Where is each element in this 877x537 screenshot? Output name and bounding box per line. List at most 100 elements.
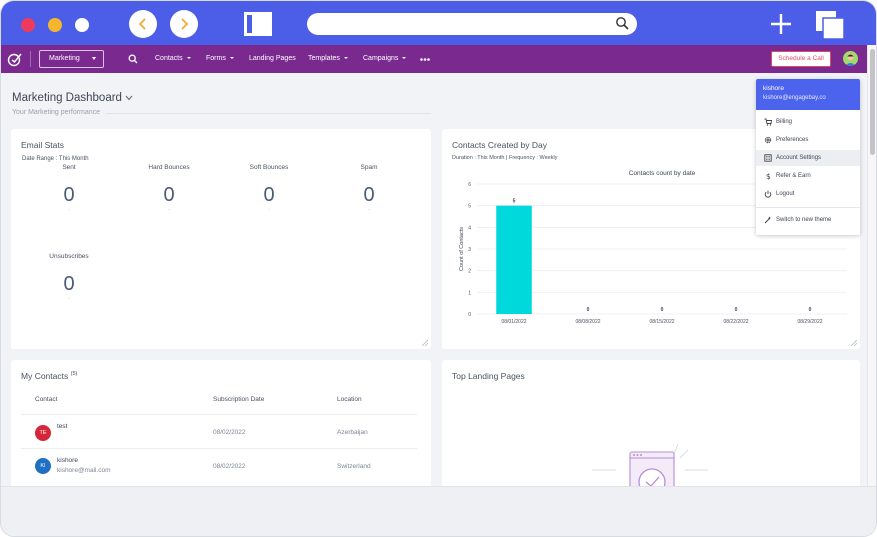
menu-item-logout[interactable]: Logout — [756, 186, 860, 202]
y-tick-label: 1 — [468, 290, 471, 296]
menu-item-refer-earn[interactable]: $ Refer & Earn — [756, 168, 860, 184]
y-tick-label: 3 — [468, 247, 471, 253]
tabs-overview-icon[interactable] — [815, 10, 845, 40]
sidebar-toggle-icon[interactable] — [243, 11, 273, 37]
nav-item-templates-label: Templates — [308, 55, 340, 62]
nav-item-forms-label: Forms — [206, 55, 226, 62]
address-bar[interactable] — [307, 13, 637, 35]
menu-item-preferences[interactable]: Preferences — [756, 132, 860, 148]
user-dropdown-menu: kishore kishore@engagebay.co Billing Pre… — [756, 79, 860, 235]
top-landing-pages-card: Top Landing Pages — [442, 360, 860, 486]
contact-name[interactable]: kishore — [57, 457, 78, 464]
column-header-location[interactable]: Location — [337, 396, 362, 403]
minimize-window-button[interactable] — [48, 18, 62, 32]
dollar-icon: $ — [766, 172, 771, 180]
menu-item-billing[interactable]: Billing — [756, 114, 860, 130]
chevron-down-icon[interactable] — [125, 95, 133, 101]
y-tick-label: 5 — [468, 204, 471, 210]
stat-hard-bounces: Hard Bounces 0 - — [119, 164, 219, 213]
y-tick-label: 2 — [468, 269, 471, 275]
page-scrollbar[interactable] — [867, 45, 876, 486]
contact-avatar: TE — [35, 425, 51, 441]
menu-item-label: Refer & Earn — [776, 173, 811, 179]
caret-down-icon — [186, 57, 191, 60]
module-selector[interactable]: Marketing — [39, 50, 104, 68]
bar-data-label: 0 — [735, 307, 738, 313]
nav-item-templates[interactable]: Templates — [308, 53, 348, 64]
bar-data-label: 0 — [587, 307, 590, 313]
nav-item-landing-pages[interactable]: Landing Pages — [249, 53, 296, 64]
stat-note: - — [268, 207, 270, 213]
stat-value: 0 — [263, 184, 275, 206]
stat-sent: Sent 0 - — [19, 164, 119, 213]
magic-wand-icon — [764, 216, 771, 224]
x-tick-label: 08/22/2022 — [723, 319, 748, 325]
chart-bar — [496, 205, 532, 314]
nav-item-forms[interactable]: Forms — [206, 53, 234, 64]
dashboard-page: Marketing Dashboard Your Marketing perfo… — [1, 73, 867, 486]
search-icon[interactable] — [615, 16, 629, 30]
menu-item-label: Billing — [776, 119, 793, 125]
stat-value: 0 — [63, 273, 75, 295]
power-icon — [764, 190, 772, 198]
nav-item-contacts-label: Contacts — [155, 55, 183, 62]
browser-bottom-area — [1, 486, 876, 536]
engagebay-logo-icon[interactable] — [7, 51, 23, 67]
menu-item-label: Preferences — [776, 137, 809, 143]
stat-label: Hard Bounces — [148, 164, 190, 171]
my-contacts-title-text: My Contacts — [21, 371, 69, 381]
user-menu-header: kishore kishore@engagebay.co — [756, 79, 860, 110]
column-header-subscription-date[interactable]: Subscription Date — [213, 396, 265, 403]
my-contacts-card: My Contacts (5) Contact Subscription Dat… — [11, 360, 431, 486]
user-email: kishore@engagebay.co — [763, 95, 826, 101]
svg-text:$: $ — [766, 172, 771, 180]
resize-handle-icon[interactable] — [851, 340, 857, 346]
menu-item-switch-theme[interactable]: Switch to new theme — [756, 212, 860, 228]
module-selector-label: Marketing — [49, 55, 80, 62]
stat-soft-bounces: Soft Bounces 0 - — [219, 164, 319, 213]
empty-state-illustration-icon — [592, 443, 708, 486]
caret-down-icon — [229, 57, 234, 60]
stat-note: - — [68, 207, 70, 213]
page-title[interactable]: Marketing Dashboard — [12, 92, 122, 104]
stat-value: 0 — [363, 184, 375, 206]
nav-item-campaigns[interactable]: Campaigns — [363, 53, 407, 64]
menu-item-label: Logout — [776, 191, 795, 197]
nav-search-icon[interactable] — [128, 54, 138, 64]
resize-handle-icon[interactable] — [422, 340, 428, 346]
my-contacts-title: My Contacts (5) — [21, 371, 77, 381]
contact-email: kishore@mail.com — [57, 467, 111, 474]
chart-title: Contacts count by date — [629, 170, 696, 177]
caret-down-icon — [92, 57, 96, 60]
new-tab-plus-icon[interactable] — [769, 12, 793, 36]
cart-icon — [764, 118, 772, 126]
caret-down-icon — [343, 57, 348, 60]
contact-subscription-date: 08/02/2022 — [213, 463, 246, 470]
x-tick-label: 08/08/2022 — [575, 319, 600, 325]
x-tick-label: 08/29/2022 — [797, 319, 822, 325]
schedule-call-button[interactable]: Schedule a Call — [771, 51, 831, 67]
contact-subscription-date: 08/02/2022 — [213, 429, 246, 436]
contacts-by-day-subtitle: Duration : This Month | Frequency : Week… — [452, 155, 558, 161]
y-axis-label: Count of Contacts — [459, 227, 465, 271]
column-header-contact[interactable]: Contact — [35, 396, 58, 403]
more-dots-icon[interactable] — [420, 58, 430, 61]
user-avatar[interactable] — [843, 51, 858, 66]
my-contacts-count: (5) — [70, 371, 78, 378]
stat-spam: Spam 0 - — [319, 164, 419, 213]
menu-item-account-settings[interactable]: Account Settings — [756, 150, 860, 166]
bar-data-label: 5 — [513, 199, 516, 205]
stat-label: Spam — [360, 164, 378, 171]
close-window-button[interactable] — [21, 18, 35, 32]
contact-name[interactable]: test — [57, 423, 68, 430]
stat-value: 0 — [163, 184, 175, 206]
maximize-window-button[interactable] — [75, 18, 89, 32]
back-button[interactable] — [129, 10, 157, 38]
page-scrollbar-thumb[interactable] — [870, 49, 875, 155]
page-subtitle: Your Marketing performance — [12, 109, 101, 116]
y-tick-label: 0 — [468, 312, 471, 318]
nav-item-contacts[interactable]: Contacts — [155, 53, 191, 64]
forward-button[interactable] — [170, 10, 198, 38]
nav-item-campaigns-label: Campaigns — [363, 55, 399, 62]
